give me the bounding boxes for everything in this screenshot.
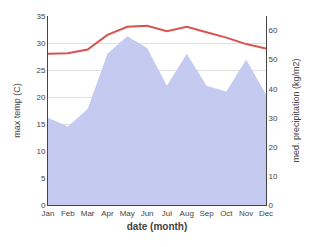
svg-text:Apr: Apr bbox=[101, 209, 114, 218]
svg-text:Jan: Jan bbox=[42, 209, 55, 218]
svg-text:Oct: Oct bbox=[220, 209, 233, 218]
svg-text:Jun: Jun bbox=[141, 209, 154, 218]
svg-text:date (month): date (month) bbox=[127, 221, 188, 232]
svg-text:Feb: Feb bbox=[61, 209, 75, 218]
svg-text:Jul: Jul bbox=[162, 209, 172, 218]
svg-text:10: 10 bbox=[36, 147, 45, 156]
svg-text:10: 10 bbox=[269, 172, 278, 181]
svg-text:max temp (C): max temp (C) bbox=[12, 83, 22, 138]
svg-text:Aug: Aug bbox=[180, 209, 194, 218]
svg-text:0: 0 bbox=[269, 201, 274, 210]
svg-text:5: 5 bbox=[41, 174, 46, 183]
svg-text:0: 0 bbox=[41, 201, 46, 210]
svg-text:30: 30 bbox=[269, 114, 278, 123]
svg-text:Nov: Nov bbox=[239, 209, 253, 218]
svg-text:med. precipitation (kg/m2): med. precipitation (kg/m2) bbox=[291, 58, 301, 162]
svg-text:20: 20 bbox=[36, 93, 45, 102]
svg-text:Dec: Dec bbox=[259, 209, 273, 218]
svg-text:60: 60 bbox=[269, 26, 278, 35]
svg-text:Sep: Sep bbox=[199, 209, 214, 218]
svg-text:May: May bbox=[120, 209, 135, 218]
svg-text:20: 20 bbox=[269, 143, 278, 152]
svg-text:30: 30 bbox=[36, 39, 45, 48]
svg-text:15: 15 bbox=[36, 120, 45, 129]
svg-text:50: 50 bbox=[269, 55, 278, 64]
svg-text:35: 35 bbox=[36, 12, 45, 21]
svg-text:Mar: Mar bbox=[81, 209, 95, 218]
svg-text:25: 25 bbox=[36, 66, 45, 75]
svg-text:40: 40 bbox=[269, 84, 278, 93]
